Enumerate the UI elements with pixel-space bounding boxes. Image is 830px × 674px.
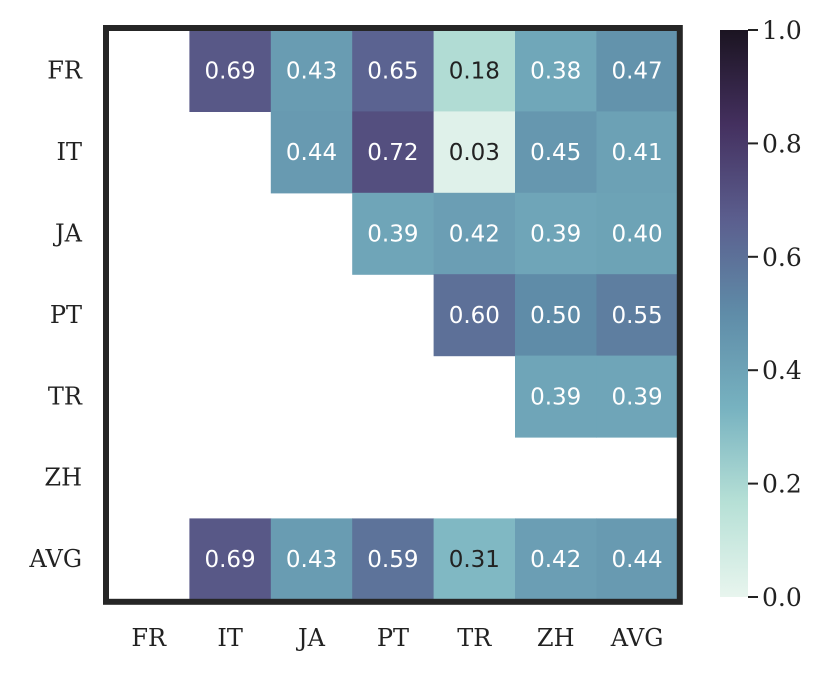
y-tick-label: PT xyxy=(50,301,82,329)
cell-value-label: 0.03 xyxy=(449,140,500,166)
cell-value-label: 0.60 xyxy=(449,303,500,329)
heatmap-cell-avg-it xyxy=(189,518,272,601)
heatmap-cell-it-zh xyxy=(515,111,597,194)
colorbar-tick-label: 0.6 xyxy=(762,243,802,272)
y-tick-label: FR xyxy=(47,57,83,85)
heatmap-cell-fr-pt xyxy=(352,30,435,112)
heatmap-cell-it-tr xyxy=(433,111,516,194)
heatmap-frame xyxy=(103,25,683,605)
heatmap-cell-pt-avg xyxy=(596,274,679,357)
x-tick-label: TR xyxy=(457,624,492,652)
heatmap-cell-fr-ja xyxy=(270,30,353,112)
cell-value-label: 0.39 xyxy=(367,222,418,248)
heatmap-cell-avg-ja xyxy=(270,518,353,601)
cell-value-label: 0.43 xyxy=(286,59,337,85)
cell-value-label: 0.42 xyxy=(449,222,500,248)
cell-value-label: 0.38 xyxy=(530,59,581,85)
heatmap-cell-it-avg xyxy=(596,111,679,194)
heatmap-cell-fr-zh xyxy=(515,30,597,112)
heatmap-cell-fr-avg xyxy=(596,30,679,112)
heatmap-cell-ja-avg xyxy=(596,192,679,275)
y-tick-label: AVG xyxy=(28,545,82,573)
heatmap-cell-ja-tr xyxy=(433,192,516,275)
heatmap-cell-avg-pt xyxy=(352,518,435,601)
cell-value-label: 0.39 xyxy=(530,222,581,248)
x-tick-label: PT xyxy=(377,624,409,652)
colorbar-tick-label: 0.4 xyxy=(762,356,802,385)
heatmap-cell-it-ja xyxy=(270,111,353,194)
heatmap-cell-pt-tr xyxy=(433,274,516,357)
y-tick-label: ZH xyxy=(44,464,82,492)
cell-value-label: 0.55 xyxy=(611,303,662,329)
y-tick-label: IT xyxy=(57,138,83,166)
cell-value-label: 0.31 xyxy=(449,547,500,573)
y-tick-label: JA xyxy=(52,220,83,248)
cell-value-label: 0.39 xyxy=(530,384,581,410)
cell-value-label: 0.40 xyxy=(611,222,662,248)
cell-value-label: 0.59 xyxy=(367,547,418,573)
heatmap-cell-avg-tr xyxy=(433,518,516,601)
cell-value-label: 0.65 xyxy=(367,59,418,85)
colorbar-tick-label: 1.0 xyxy=(762,16,802,45)
x-tick-label: ZH xyxy=(537,624,575,652)
cell-value-label: 0.18 xyxy=(449,59,500,85)
cell-value-label: 0.69 xyxy=(204,59,255,85)
x-tick-label: JA xyxy=(295,624,326,652)
y-axis-tick-labels: FR IT JA PT TR ZH AVG xyxy=(28,57,83,573)
cell-value-label: 0.45 xyxy=(530,140,581,166)
colorbar-gradient-bar xyxy=(720,30,748,597)
cell-value-label: 0.50 xyxy=(530,303,581,329)
x-tick-label: AVG xyxy=(610,624,664,652)
heatmap-cell-fr-tr xyxy=(433,30,516,112)
heatmap-cell-pt-zh xyxy=(515,274,597,357)
colorbar-tick-label: 0.0 xyxy=(762,583,802,612)
heatmap-cell-avg-zh xyxy=(515,518,597,601)
colorbar: 0.0 0.2 0.4 0.6 0.8 1.0 xyxy=(720,16,802,612)
cell-value-label: 0.47 xyxy=(611,59,662,85)
heatmap-cells: 0.69 0.43 0.65 0.18 0.38 0.47 0.44 0.72 0.03 0.45… xyxy=(189,30,679,601)
heatmap-cell-ja-zh xyxy=(515,192,597,275)
heatmap-cell-it-pt xyxy=(352,111,435,194)
x-tick-label: FR xyxy=(131,624,167,652)
colorbar-tick-label: 0.8 xyxy=(762,129,802,158)
colorbar-tick-label: 0.2 xyxy=(762,470,802,499)
cell-value-label: 0.41 xyxy=(611,140,662,166)
heatmap-cell-fr-it xyxy=(189,30,272,112)
heatmap-cell-ja-pt xyxy=(352,192,435,275)
cell-value-label: 0.43 xyxy=(286,547,337,573)
x-tick-label: IT xyxy=(217,624,243,652)
cell-value-label: 0.42 xyxy=(530,547,581,573)
cell-value-label: 0.69 xyxy=(204,547,255,573)
heatmap-cell-avg-avg xyxy=(596,518,679,601)
cell-value-label: 0.39 xyxy=(611,384,662,410)
y-tick-label: TR xyxy=(48,382,83,410)
heatmap-cell-tr-zh xyxy=(515,355,597,438)
cell-value-label: 0.44 xyxy=(286,140,337,166)
cell-value-label: 0.44 xyxy=(611,547,662,573)
cell-value-label: 0.72 xyxy=(367,140,418,166)
heatmap-cell-tr-avg xyxy=(596,355,679,438)
x-axis-tick-labels: FR IT JA PT TR ZH AVG xyxy=(131,624,663,652)
